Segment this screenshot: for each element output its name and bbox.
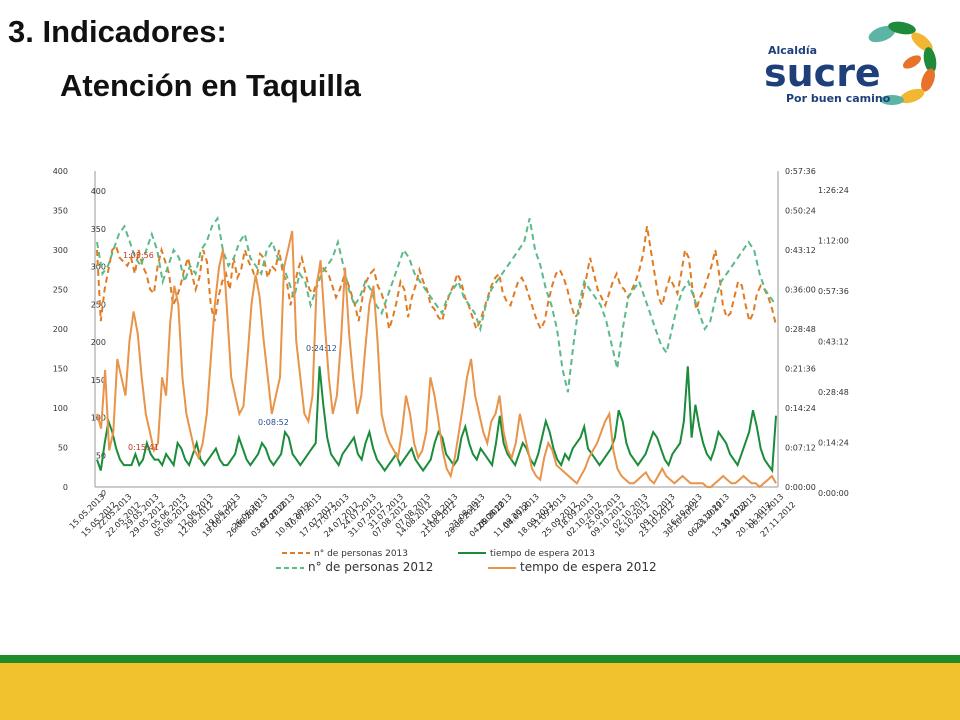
series-line-1 xyxy=(96,366,777,474)
series-line-0 xyxy=(96,226,777,332)
right-inner-tick-label: 0:57:36 xyxy=(785,167,816,176)
right-outer-tick-label: 0:43:12 xyxy=(818,338,849,347)
right-inner-tick-label: 0:28:48 xyxy=(785,325,816,334)
indicator-line-chart: 0501001502002503003504000501001502002503… xyxy=(53,167,849,574)
logo-leaf-6 xyxy=(899,88,925,104)
chart-container: 0 50 100 150 200 250 300 350 400 0 50 100 150 200 250 3… xyxy=(40,155,870,585)
right-outer-tick-label: 0:14:24 xyxy=(818,439,849,448)
series-line-2 xyxy=(96,215,777,393)
legend-label: n° de personas 2012 xyxy=(308,560,433,574)
left-inner-tick-label: 150 xyxy=(91,376,106,385)
logo-leaf-3 xyxy=(911,32,933,52)
left-outer-tick-label: 0 xyxy=(63,483,68,492)
chart-annotation: 1:05:56 xyxy=(123,251,154,260)
left-outer-tick-label: 50 xyxy=(58,444,68,453)
logo-leaf-1 xyxy=(868,25,896,43)
right-inner-tick-label: 0:21:36 xyxy=(785,365,816,374)
footer-yellow-band xyxy=(0,663,960,720)
footer-green-stripe xyxy=(0,655,960,663)
left-inner-tick-label: 300 xyxy=(91,263,106,272)
left-inner-tick-label: 50 xyxy=(96,451,106,460)
logo-leaf-8 xyxy=(902,55,922,69)
legend-label: n° de personas 2013 xyxy=(314,549,408,559)
logo-leaf-2 xyxy=(888,21,916,35)
chart-annotation: 0:24:12 xyxy=(306,344,337,353)
right-inner-tick-label: 0:07:12 xyxy=(785,444,816,453)
right-inner-tick-label: 0:43:12 xyxy=(785,246,816,255)
logo-tagline: Por buen camino xyxy=(786,92,891,105)
logo-leaf-5 xyxy=(921,68,935,92)
right-inner-tick-label: 0:50:24 xyxy=(785,207,816,216)
left-outer-tick-label: 350 xyxy=(53,207,68,216)
right-inner-tick-label: 0:00:00 xyxy=(785,483,816,492)
legend-label: tiempo de espera 2013 xyxy=(490,549,595,559)
left-inner-tick-label: 350 xyxy=(91,225,106,234)
left-inner-tick-label: 0 xyxy=(101,489,106,498)
right-outer-tick-label: 1:26:24 xyxy=(818,186,849,195)
chart-annotation: 0:15:41 xyxy=(128,443,159,452)
slide-title-line1: 3. Indicadores: xyxy=(8,14,227,49)
right-inner-tick-label: 0:14:24 xyxy=(785,404,816,413)
left-outer-tick-label: 150 xyxy=(53,365,68,374)
left-outer-tick-label: 300 xyxy=(53,246,68,255)
right-outer-tick-label: 0:28:48 xyxy=(818,388,849,397)
left-outer-tick-label: 400 xyxy=(53,167,68,176)
right-outer-tick-label: 0:00:00 xyxy=(818,489,849,498)
logo-leaf-4 xyxy=(923,47,937,73)
left-outer-tick-label: 100 xyxy=(53,404,68,413)
logo-main-text: sucre xyxy=(764,51,881,95)
right-inner-tick-label: 0:36:00 xyxy=(785,286,816,295)
legend-label: tempo de espera 2012 xyxy=(520,560,657,574)
right-outer-tick-label: 1:12:00 xyxy=(818,237,849,246)
alcaldia-sucre-logo: Alcaldía sucre Por buen camino xyxy=(764,21,937,105)
left-inner-tick-label: 250 xyxy=(91,300,106,309)
logo-emblem xyxy=(868,21,937,105)
left-outer-tick-label: 250 xyxy=(53,286,68,295)
left-inner-tick-label: 400 xyxy=(91,187,106,196)
slide-title-line2: Atención en Taquilla xyxy=(60,68,361,103)
logo-top-text: Alcaldía xyxy=(768,44,817,57)
right-outer-tick-label: 0:57:36 xyxy=(818,287,849,296)
logo-leaf-7 xyxy=(880,95,904,105)
chart-annotation: 0:08:52 xyxy=(258,418,289,427)
series-line-3 xyxy=(96,230,777,489)
left-inner-tick-label: 200 xyxy=(91,338,106,347)
left-outer-tick-label: 200 xyxy=(53,325,68,334)
